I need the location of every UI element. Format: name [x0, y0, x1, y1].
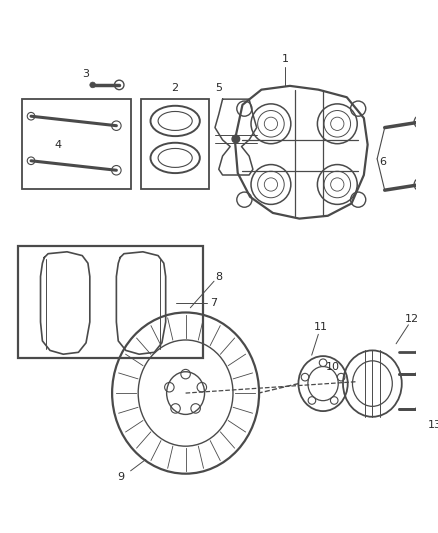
Text: 11: 11 — [314, 322, 328, 332]
Text: 1: 1 — [282, 54, 289, 64]
Circle shape — [418, 119, 424, 125]
Text: 12: 12 — [405, 314, 419, 324]
Circle shape — [90, 82, 95, 88]
Bar — [18, 246, 203, 358]
Circle shape — [232, 135, 240, 143]
Text: 2: 2 — [172, 83, 179, 93]
Text: 7: 7 — [211, 298, 218, 308]
Bar — [141, 99, 209, 189]
Text: 9: 9 — [117, 472, 125, 481]
Text: 10: 10 — [325, 361, 339, 372]
Text: 3: 3 — [82, 69, 89, 78]
Circle shape — [418, 182, 424, 187]
Text: 8: 8 — [215, 272, 223, 282]
Text: 13: 13 — [428, 421, 438, 430]
Bar — [21, 99, 131, 189]
Text: 5: 5 — [215, 83, 222, 93]
Text: 4: 4 — [54, 140, 61, 150]
Text: 6: 6 — [379, 157, 386, 167]
